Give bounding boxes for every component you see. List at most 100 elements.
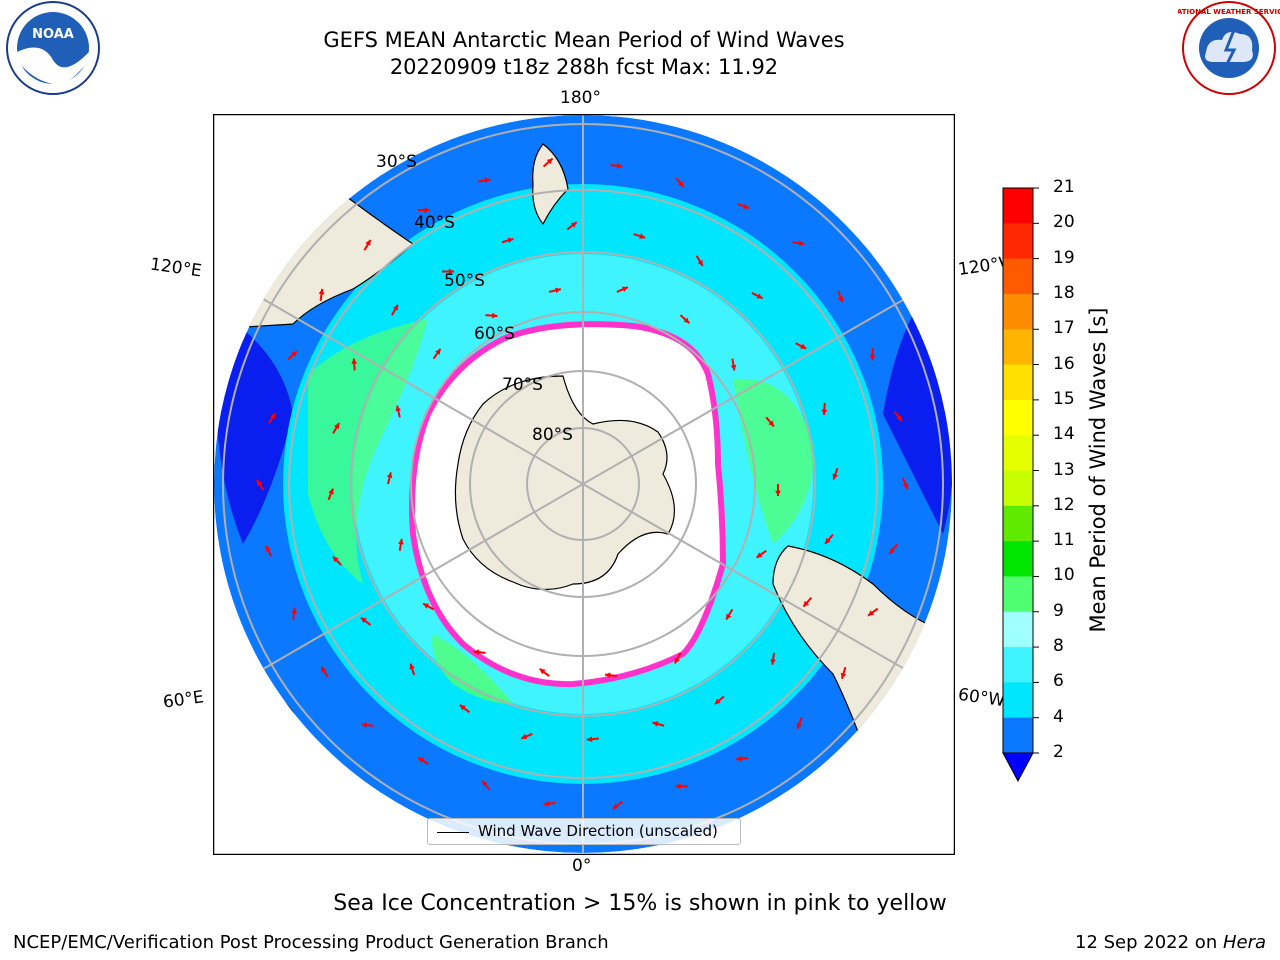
long-period-band-east	[308, 319, 428, 584]
wave-arrow-head	[543, 800, 550, 807]
footer-date-text: 12 Sep 2022 on	[1075, 932, 1223, 953]
colorbar-tick-label: 6	[1053, 671, 1064, 692]
wave-arrow-head	[435, 348, 441, 355]
colorbar-tick-label: 13	[1053, 459, 1075, 480]
map-panel	[213, 114, 955, 855]
colorbar-segment	[1003, 329, 1033, 366]
noaa-logo-text: NOAA	[32, 27, 74, 42]
wave-arrow-head	[803, 600, 810, 607]
wave-arrow-head	[491, 312, 498, 319]
wave-arrow-head	[423, 603, 430, 609]
nws-logo: NATIONAL WEATHER SERVICE	[1178, 1, 1280, 95]
wave-arrow-head	[683, 317, 690, 324]
wave-arrow-head	[896, 415, 902, 422]
lat-label-50s: 50°S	[444, 271, 485, 291]
wave-arrow-head	[473, 649, 480, 656]
colorbar-tick-label: 21	[1053, 177, 1075, 197]
wave-arrow-head	[392, 304, 398, 311]
wave-arrow-head	[554, 287, 561, 294]
lat-label-70s: 70°S	[502, 375, 543, 395]
lat-label-30s: 30°S	[376, 152, 417, 172]
wave-arrow-head	[386, 472, 393, 479]
colorbar-segment	[1003, 576, 1033, 613]
colorbar-segment	[1003, 647, 1033, 683]
wave-arrow-head	[616, 162, 623, 169]
wave-arrow-head	[736, 755, 742, 762]
colorbar-tick-label: 4	[1053, 706, 1064, 727]
wave-arrow-head	[902, 483, 909, 490]
colorbar-tick-label: 19	[1053, 247, 1075, 268]
wave-arrow-head	[360, 617, 367, 624]
colorbar-segment	[1003, 293, 1033, 330]
wave-arrow-head	[484, 177, 491, 184]
wave-arrow-head	[832, 473, 838, 480]
wave-arrow-head	[697, 260, 703, 267]
colorbar-tick-label: 18	[1053, 282, 1075, 303]
wave-arrow-head	[730, 364, 737, 371]
wave-arrow-head	[837, 296, 844, 303]
meridian-120e	[214, 269, 584, 485]
wave-arrow-head	[448, 268, 455, 275]
wave-arrow-head	[265, 545, 271, 552]
wave-arrow-head	[756, 552, 763, 558]
chart-subtitle: 20220909 t18z 288h fcst Max: 11.92	[389, 55, 779, 79]
wave-arrow-head	[652, 721, 659, 727]
ocean-deep-patch-east	[216, 314, 293, 544]
wave-arrow-head	[714, 698, 721, 705]
wave-arrow-head	[796, 723, 802, 729]
colorbar-label: Mean Period of Wind Waves [s]	[1086, 307, 1110, 633]
wave-arrow-head	[868, 610, 874, 616]
lon-label-180: 180°	[560, 88, 601, 108]
wave-arrow-head	[639, 233, 646, 239]
nws-logo-text: NATIONAL WEATHER SERVICE	[1178, 8, 1280, 16]
wave-arrow-head	[256, 479, 263, 486]
wave-arrow-head	[521, 733, 528, 740]
wave-arrow-head	[869, 354, 876, 361]
wave-arrow-head	[821, 409, 828, 415]
wave-arrow-head	[365, 239, 371, 246]
wind-wave-direction-arrows	[256, 157, 909, 810]
wave-arrow-head	[361, 722, 368, 728]
colorbar-tick-label: 11	[1053, 530, 1075, 551]
colorbar-tick-label: 9	[1053, 600, 1064, 621]
colorbar-segment	[1003, 682, 1033, 719]
wave-arrow-head	[743, 203, 750, 209]
lon-label-60e: 60°E	[161, 687, 206, 713]
colorbar-tick-label: 16	[1053, 353, 1075, 374]
map-canvas	[213, 114, 955, 855]
sea-ice-note: Sea Ice Concentration > 15% is shown in …	[333, 891, 947, 916]
colorbar-segment	[1003, 223, 1033, 260]
colorbar-segment	[1003, 188, 1033, 224]
wave-arrow-head	[604, 672, 611, 679]
wave-arrow-head	[612, 803, 619, 809]
colorbar-segment	[1003, 435, 1033, 471]
wave-arrow-head	[398, 538, 404, 545]
wave-arrow-head	[418, 757, 425, 763]
colorbar-segment	[1003, 611, 1033, 648]
wave-arrow-head	[570, 222, 577, 228]
colorbar-segment	[1003, 717, 1033, 754]
colorbar-segment	[1003, 541, 1033, 577]
colorbar-tick-label: 15	[1053, 388, 1075, 409]
legend-label: Wind Wave Direction (unscaled)	[478, 822, 718, 840]
wave-arrow-head	[768, 420, 774, 427]
lat-label-60s: 60°S	[474, 324, 515, 344]
wave-arrow-head	[798, 240, 805, 247]
wave-arrow-head	[775, 490, 781, 496]
colorbar-tick-label: 10	[1053, 565, 1075, 586]
wave-arrow-head	[840, 672, 847, 679]
wave-arrow-head	[409, 663, 415, 670]
graticule	[214, 115, 952, 853]
meridian-60w	[582, 483, 952, 699]
colorbar-segment	[1003, 399, 1033, 436]
colorbar-segment	[1003, 258, 1033, 295]
noaa-logo: NOAA	[6, 1, 100, 95]
wave-arrow-head	[482, 780, 488, 787]
colorbar-tick-label: 14	[1053, 424, 1075, 445]
colorbar-tick-label: 20	[1053, 212, 1075, 233]
wave-arrow-head	[621, 286, 628, 292]
meridian-60e	[214, 483, 584, 699]
wave-arrow-head	[800, 343, 807, 349]
wave-arrow-head	[756, 293, 763, 299]
lon-label-0: 0°	[572, 856, 592, 876]
